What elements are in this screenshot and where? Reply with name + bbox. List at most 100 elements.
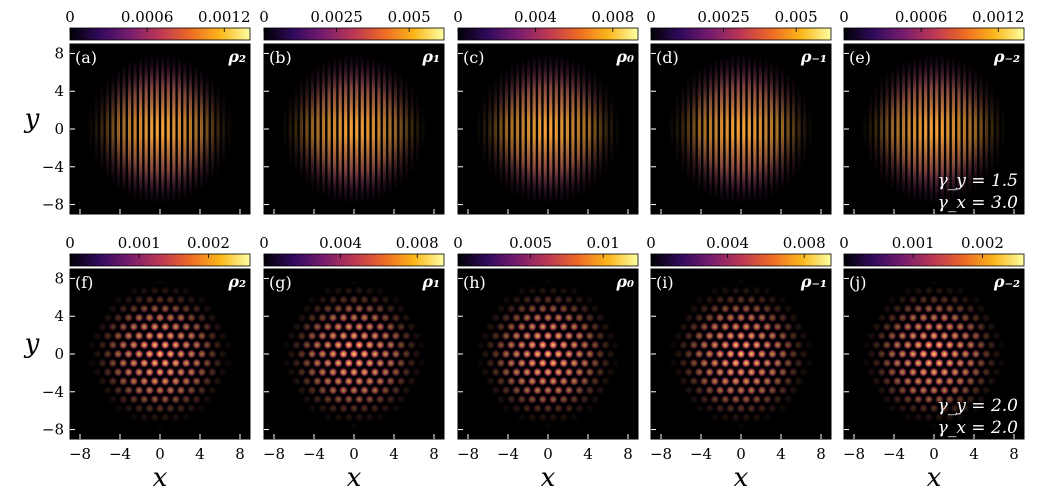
colorbar — [843, 27, 1025, 41]
density-envelope — [472, 277, 624, 431]
colorbar-tick-label: 0 — [65, 234, 75, 252]
x-tick-label: −4 — [883, 445, 905, 463]
colorbar-tick-label: 0.0006 — [121, 8, 174, 26]
colorbar-tick-label: 0.0012 — [198, 8, 251, 26]
colorbar-tick-label: 0.002 — [961, 234, 1004, 252]
panel-label: (j) — [849, 273, 866, 292]
y-axis-title: y — [24, 104, 40, 134]
x-axis-title: x — [927, 463, 942, 493]
y-tick-label: 4 — [54, 82, 64, 100]
panel-d: 0 0.0025 0.005 (d) ρ₋₁ — [646, 8, 832, 215]
density-envelope — [858, 52, 1010, 206]
x-tick-label: 0 — [543, 445, 553, 463]
panel-e: 0 0.0006 0.0012 (e) ρ₋₂ — [839, 8, 1025, 215]
colorbar — [650, 253, 832, 267]
colorbar-tick-label: 0.01 — [586, 234, 619, 252]
y-tick-label: −8 — [42, 421, 64, 439]
component-label: ρ₁ — [421, 272, 440, 291]
colorbar — [69, 253, 251, 267]
colorbar-tick-label: 0.005 — [388, 8, 431, 26]
panel-f: 0 0.001 0.002 (f) ρ₂ 8 4 0 −4 −8 −8 −4 0 4 8 x — [42, 234, 251, 493]
gamma-annotation: γ_y = 1.5 — [938, 171, 1018, 191]
colorbar-tick-label: 0.004 — [514, 8, 557, 26]
x-tick-label: −4 — [497, 445, 519, 463]
colorbar-tick-label: 0 — [259, 8, 269, 26]
panel-label: (c) — [463, 48, 484, 67]
density-heatmap — [472, 52, 624, 206]
x-tick-label: 4 — [969, 445, 979, 463]
component-label: ρ₀ — [615, 47, 634, 66]
colorbar-tick-label: 0.005 — [775, 8, 818, 26]
density-envelope — [84, 52, 236, 206]
x-tick-label: −8 — [457, 445, 479, 463]
panel-g: 0 0.004 0.008 (g) ρ₁ −8 −4 0 4 8 x — [259, 234, 445, 493]
panel-b: 0 0.0025 0.005 (b) ρ₁ — [259, 8, 445, 215]
component-label: ρ₂ — [227, 272, 246, 291]
colorbar-tick-label: 0 — [453, 234, 463, 252]
x-tick-label: −8 — [263, 445, 285, 463]
colorbar-tick-label: 0.008 — [396, 234, 439, 252]
panel-j: 0 0.001 0.002 (j) ρ₋₂ −8 −4 0 4 8 x — [839, 234, 1025, 493]
y-tick-label: −8 — [42, 196, 64, 214]
colorbar-tick-label: 0.001 — [118, 234, 161, 252]
x-tick-label: 0 — [349, 445, 359, 463]
gamma-annotation: γ_y = 2.0 — [938, 396, 1019, 416]
colorbar — [457, 27, 639, 41]
colorbar-tick-label: 0 — [839, 234, 849, 252]
component-label: ρ₋₂ — [993, 47, 1020, 66]
panel-label: (h) — [463, 273, 486, 292]
x-tick-label: 8 — [816, 445, 826, 463]
x-axis-title: x — [347, 463, 362, 493]
x-tick-label: 4 — [583, 445, 593, 463]
x-tick-label: 4 — [195, 445, 205, 463]
panel-label: (d) — [656, 48, 679, 67]
y-axis-title: y — [24, 329, 40, 359]
density-envelope — [84, 277, 236, 431]
x-tick-label: 0 — [736, 445, 746, 463]
x-tick-label: 4 — [389, 445, 399, 463]
colorbar — [263, 253, 445, 267]
colorbar-tick-label: 0 — [65, 8, 75, 26]
x-tick-label: 4 — [776, 445, 786, 463]
x-axis-title: x — [153, 463, 168, 493]
colorbar-tick-label: 0 — [453, 8, 463, 26]
figure-row-1: 0 0.0006 0.0012 (a) ρ₂ 8 4 0 −4 −8 0 0.0025 0.005 (b)… — [24, 8, 1025, 215]
density-heatmap — [84, 276, 236, 432]
colorbar-tick-label: 0.0006 — [895, 8, 948, 26]
x-tick-label: −8 — [843, 445, 865, 463]
colorbar-tick-label: 0.004 — [706, 234, 749, 252]
colorbar — [650, 27, 832, 41]
density-envelope — [472, 52, 624, 206]
density-heatmap — [858, 52, 1010, 206]
panel-label: (g) — [269, 273, 292, 292]
colorbar-tick-label: 0.008 — [591, 8, 634, 26]
density-envelope — [858, 277, 1010, 431]
gamma-annotation: γ_x = 3.0 — [938, 193, 1019, 213]
y-tick-label: 0 — [54, 345, 64, 363]
density-heatmap — [665, 276, 817, 432]
density-heatmap — [858, 276, 1010, 432]
panel-i: 0 0.004 0.008 (i) ρ₋₁ −8 −4 0 4 8 x — [646, 234, 832, 493]
panel-c: 0 0.004 0.008 (c) ρ₀ — [453, 8, 639, 215]
component-label: ρ₋₁ — [800, 272, 827, 291]
x-tick-label: −8 — [69, 445, 91, 463]
colorbar-tick-label: 0 — [839, 8, 849, 26]
y-tick-label: 8 — [54, 269, 64, 287]
y-tick-label: −4 — [42, 383, 64, 401]
colorbar-tick-label: 0.005 — [509, 234, 552, 252]
panel-label: (b) — [269, 48, 292, 67]
density-envelope — [665, 52, 817, 206]
density-envelope — [665, 277, 817, 431]
panel-label: (f) — [75, 273, 93, 292]
x-axis-title: x — [541, 463, 556, 493]
component-label: ρ₁ — [421, 47, 440, 66]
panel-label: (e) — [849, 48, 871, 67]
y-tick-label: 8 — [54, 44, 64, 62]
x-tick-label: 0 — [155, 445, 165, 463]
density-heatmap — [84, 52, 236, 206]
density-heatmap — [665, 52, 817, 206]
component-label: ρ₋₂ — [993, 272, 1020, 291]
colorbar — [69, 27, 251, 41]
x-tick-label: −4 — [109, 445, 131, 463]
